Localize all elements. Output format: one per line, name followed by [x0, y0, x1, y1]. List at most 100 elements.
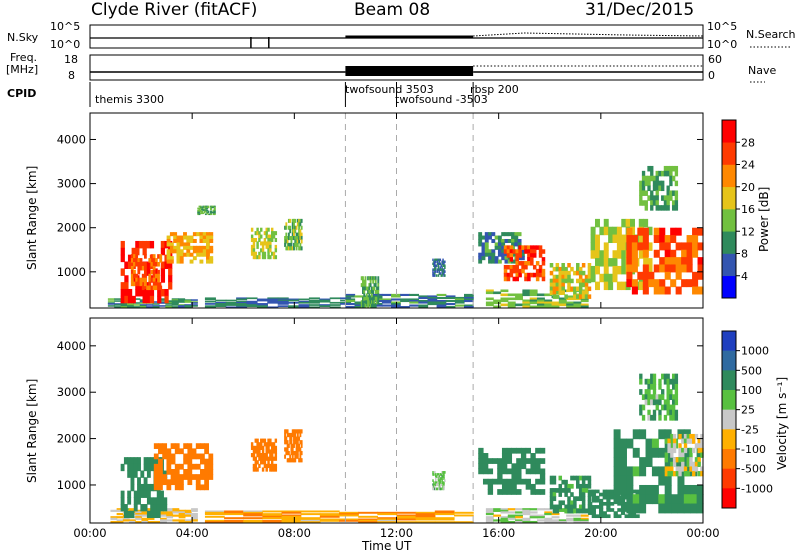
echo-cell — [409, 298, 419, 301]
echo-cell — [124, 261, 129, 269]
echo-cell — [139, 304, 147, 306]
echo-cell — [367, 289, 370, 294]
echo-cell — [432, 274, 434, 277]
colorbar-segment — [722, 231, 736, 254]
echo-cell — [487, 468, 494, 475]
colorbar-segment — [722, 253, 736, 277]
echo-cell — [652, 394, 657, 401]
echo-cell — [212, 206, 215, 209]
echo-cell — [274, 244, 278, 249]
echo-cell — [511, 483, 517, 490]
echo-cell — [272, 456, 276, 461]
echo-cell — [520, 463, 527, 470]
echo-cell — [200, 458, 205, 465]
echo-cell — [501, 447, 508, 454]
echo-cell — [661, 185, 665, 192]
echo-cell — [284, 429, 286, 434]
echo-cell — [549, 492, 554, 497]
echo-cell — [291, 218, 294, 223]
echo-cell — [157, 285, 160, 291]
echo-cell — [274, 255, 278, 260]
echo-cell — [620, 511, 626, 515]
echo-cell — [539, 447, 546, 454]
echo-cell — [116, 516, 124, 519]
echo-cell — [639, 195, 643, 201]
echo-cell — [663, 205, 668, 211]
echo-cell — [236, 300, 248, 303]
echo-cell — [434, 473, 437, 476]
echo-cell — [686, 433, 690, 440]
echo-cell — [434, 264, 436, 268]
echo-cell — [612, 273, 618, 283]
echo-cell — [129, 519, 136, 522]
echo-cell — [683, 447, 688, 454]
echo-cell — [178, 300, 186, 302]
echo-cell — [520, 252, 525, 257]
echo-cell — [204, 479, 210, 486]
echo-cell — [669, 170, 673, 177]
colorbar-segment — [722, 429, 736, 450]
echo-cell — [209, 238, 214, 244]
echo-cell — [364, 303, 367, 308]
echo-cell — [197, 213, 200, 216]
echo-cell — [293, 443, 295, 448]
echo-cell — [254, 438, 257, 443]
echo-cell — [171, 299, 179, 301]
x-axis-title: Time UT — [362, 539, 412, 553]
echo-cell — [488, 252, 492, 257]
echo-cell — [631, 235, 638, 244]
echo-cell — [433, 487, 435, 491]
echo-cell — [130, 281, 134, 287]
echo-cell — [564, 483, 568, 489]
echo-cell — [169, 256, 174, 261]
echo-cell — [681, 264, 688, 273]
echo-cell — [435, 264, 438, 268]
echo-cell — [567, 274, 571, 280]
echo-cell — [224, 521, 244, 524]
echo-cell — [696, 494, 704, 505]
echo-cell — [666, 185, 670, 192]
echo-cell — [362, 279, 364, 284]
echo-cell — [150, 262, 154, 267]
echo-cell — [573, 508, 577, 514]
echo-cell — [208, 453, 214, 460]
echo-cell — [558, 519, 567, 522]
echo-cell — [442, 483, 444, 487]
echo-cell — [544, 508, 553, 511]
echo-cell — [530, 453, 536, 459]
echo-cell — [204, 519, 225, 522]
echo-cell — [530, 249, 534, 254]
echo-cell — [536, 297, 545, 301]
echo-cell — [434, 266, 437, 269]
echo-cell — [165, 301, 173, 303]
echo-cell — [584, 294, 589, 299]
echo-cell — [692, 447, 696, 454]
echo-cell — [372, 296, 375, 301]
echo-cell — [551, 303, 560, 307]
echo-cell — [368, 289, 371, 294]
echo-cell — [544, 303, 553, 307]
echo-cell — [587, 483, 592, 489]
echo-cell — [143, 477, 148, 485]
echo-cell — [530, 483, 536, 490]
echo-cell — [587, 274, 592, 280]
echo-cell — [256, 227, 259, 232]
echo-cell — [506, 276, 511, 282]
echo-cell — [289, 246, 292, 251]
echo-cell — [650, 195, 654, 201]
xtick-label: 08:00 — [278, 526, 311, 540]
echo-cell — [267, 460, 270, 465]
echo-cell — [252, 453, 256, 458]
echo-cell — [200, 468, 205, 475]
echo-cell — [638, 281, 644, 291]
echo-cell — [225, 306, 237, 309]
echo-cell — [243, 514, 264, 517]
echo-cell — [376, 289, 378, 294]
echo-cell — [511, 489, 517, 495]
echo-cell — [515, 249, 519, 254]
echo-cell — [246, 300, 258, 303]
echo-cell — [621, 218, 627, 228]
echo-cell — [443, 264, 445, 268]
echo-cell — [176, 249, 181, 254]
echo-cell — [256, 241, 259, 246]
